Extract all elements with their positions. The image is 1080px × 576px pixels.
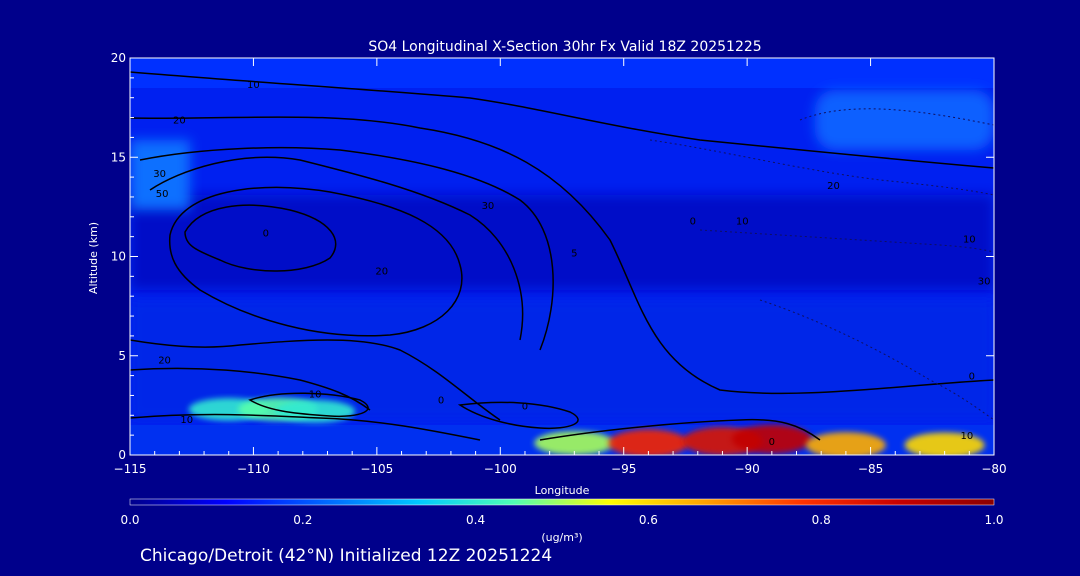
contour-label: 30 — [978, 276, 991, 287]
contour-label: 0 — [263, 229, 269, 240]
contour-lines — [130, 71, 994, 441]
contour-line — [130, 339, 501, 421]
y-tick-label: 0 — [118, 448, 126, 462]
plume-cell — [731, 424, 812, 454]
contour-line — [139, 146, 554, 351]
contour-label: 20 — [173, 116, 186, 127]
contour-label: 20 — [158, 356, 171, 367]
y-tick-label: 20 — [111, 51, 126, 65]
colorbar-tick-label: 0.8 — [812, 513, 831, 527]
plume-cell — [805, 432, 886, 455]
contour-label: 10 — [963, 235, 976, 246]
colorbar-unit-label: (ug/m³) — [541, 531, 582, 544]
contour-line — [184, 204, 337, 272]
dotted-contour-line — [799, 108, 994, 126]
contour-label: 0 — [522, 401, 528, 412]
colorbar-tick-label: 0.2 — [293, 513, 312, 527]
dotted-contour-line — [699, 229, 994, 253]
colorbar-tick-label: 0.6 — [639, 513, 658, 527]
y-tick-label: 15 — [111, 150, 126, 164]
contour-label: 20 — [827, 181, 840, 192]
contour-label: 0 — [769, 437, 775, 448]
chart-title: SO4 Longitudinal X-Section 30hr Fx Valid… — [368, 39, 761, 55]
contour-line — [539, 418, 821, 441]
colorbar-gradient — [129, 498, 995, 506]
contour-label: 30 — [153, 169, 166, 180]
mid-dark-band — [130, 195, 994, 290]
contour-line — [149, 156, 524, 341]
x-tick-label: −85 — [858, 462, 883, 476]
x-axis-label: Longitude — [535, 484, 590, 497]
contour-line — [130, 413, 481, 441]
y-tick-label: 5 — [118, 349, 126, 363]
contour-label: 0 — [969, 372, 975, 383]
contour-label: 5 — [571, 249, 577, 260]
contour-label: 10 — [736, 217, 749, 228]
contour-label: 10 — [247, 80, 260, 91]
x-tick-label: −95 — [611, 462, 636, 476]
plume-cell — [904, 432, 985, 455]
colorbar: 0.0 0.2 0.4 0.6 0.8 1.0 (ug/m³) — [120, 498, 1004, 544]
dotted-contours — [649, 108, 994, 421]
contour-line — [168, 186, 463, 337]
x-tick-label: −90 — [734, 462, 759, 476]
contour-label: 0 — [438, 395, 444, 406]
contour-line — [457, 401, 579, 430]
x-tick-label: −105 — [360, 462, 393, 476]
contour-label: 10 — [180, 415, 193, 426]
x-tick-label: −80 — [981, 462, 1006, 476]
contour-label: 50 — [156, 189, 169, 200]
contour-label: 20 — [375, 266, 388, 277]
contour-line — [130, 116, 994, 395]
colorbar-ticks: 0.0 0.2 0.4 0.6 0.8 1.0 — [120, 513, 1003, 527]
contour-label: 10 — [960, 431, 973, 442]
x-tick-label: −100 — [484, 462, 517, 476]
x-tick-label: −110 — [237, 462, 270, 476]
colorbar-tick-label: 0.4 — [466, 513, 485, 527]
x-axis: −115 −110 −105 −100 −95 −90 −85 −80 — [114, 58, 1007, 476]
plume-cell — [608, 429, 689, 455]
east-light-patch — [815, 90, 994, 150]
contour-label: 30 — [482, 201, 495, 212]
colorbar-tick-label: 1.0 — [984, 513, 1003, 527]
y-axis: 0 5 10 15 20 — [111, 51, 994, 462]
y-axis-label: Altitude (km) — [87, 222, 100, 294]
colorbar-tick-label: 0.0 — [120, 513, 139, 527]
y-tick-label: 10 — [111, 250, 126, 264]
contour-label: 10 — [309, 389, 322, 400]
contour-label: 0 — [690, 217, 696, 228]
contour-line — [130, 71, 994, 169]
x-tick-label: −115 — [114, 462, 147, 476]
dotted-contour-line — [649, 139, 994, 196]
chart-subtitle: Chicago/Detroit (42°N) Initialized 12Z 2… — [140, 546, 552, 566]
contour-line — [248, 392, 369, 418]
contour-line — [130, 367, 371, 411]
